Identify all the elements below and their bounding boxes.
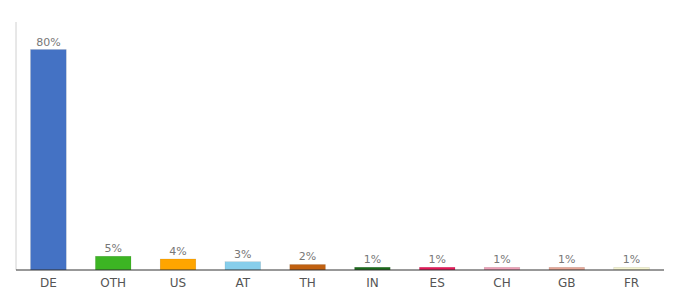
x-tick-label: US bbox=[170, 276, 186, 290]
data-label: 1% bbox=[428, 253, 445, 266]
data-label: 5% bbox=[104, 242, 121, 255]
x-tick-label: DE bbox=[40, 276, 57, 290]
x-axis-line bbox=[16, 270, 664, 271]
bar bbox=[31, 50, 67, 270]
data-label: 4% bbox=[169, 245, 186, 258]
data-label: 1% bbox=[623, 253, 640, 266]
data-label: 80% bbox=[36, 36, 60, 49]
data-label: 2% bbox=[299, 250, 316, 263]
data-label: 1% bbox=[558, 253, 575, 266]
x-tick-label: AT bbox=[235, 276, 250, 290]
chart-svg: 80% 5% 4% 3% 2% 1% 1% 1% 1% 1% DE OTH US AT TH IN ES CH GB… bbox=[0, 0, 680, 300]
x-tick-label: GB bbox=[558, 276, 576, 290]
x-tick-label: TH bbox=[298, 276, 315, 290]
x-tick-label: CH bbox=[493, 276, 510, 290]
bar bbox=[160, 259, 196, 270]
chart-container: 80% 5% 4% 3% 2% 1% 1% 1% 1% 1% DE OTH US AT TH IN ES CH GB… bbox=[0, 0, 680, 300]
x-tick-label: IN bbox=[366, 276, 379, 290]
x-tick-label: FR bbox=[624, 276, 639, 290]
y-axis-line bbox=[16, 22, 17, 270]
x-tick-label: ES bbox=[430, 276, 445, 290]
bar bbox=[225, 262, 261, 270]
data-label: 1% bbox=[364, 253, 381, 266]
data-label: 3% bbox=[234, 248, 251, 261]
bar bbox=[290, 264, 326, 270]
data-label: 1% bbox=[493, 253, 510, 266]
bars bbox=[31, 50, 650, 270]
bar bbox=[95, 256, 131, 270]
x-tick-label: OTH bbox=[100, 276, 126, 290]
